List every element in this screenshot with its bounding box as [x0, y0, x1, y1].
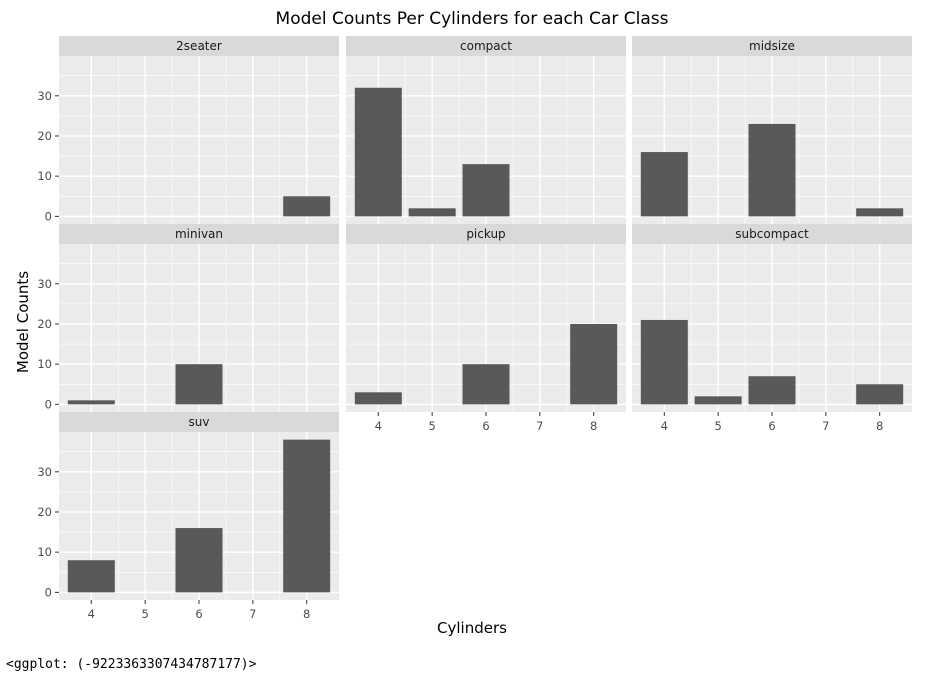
x-tick-label: 4 — [88, 607, 95, 621]
bar-midsize-6 — [748, 123, 796, 217]
bar-subcompact-6 — [748, 376, 796, 405]
y-tick-label: 10 — [37, 169, 52, 183]
y-tick-label: 20 — [37, 129, 52, 143]
bar-minivan-4 — [67, 400, 115, 405]
facet-panel-midsize: midsize — [632, 36, 912, 224]
facet-strip — [346, 224, 626, 244]
x-axis-title: Cylinders — [437, 619, 507, 637]
facet-strip — [59, 412, 339, 432]
x-tick-label: 6 — [482, 419, 489, 433]
bar-compact-4 — [354, 87, 402, 217]
y-tick-label: 0 — [45, 209, 52, 223]
x-tick-label: 6 — [195, 607, 202, 621]
bar-suv-8 — [283, 439, 331, 593]
facet-strip-label: compact — [460, 39, 512, 53]
y-tick-label: 30 — [37, 277, 52, 291]
x-tick-label: 5 — [714, 419, 721, 433]
facet-panels: 2seater 0 10 20 30 compact midsize minivan 0 10 20… — [37, 36, 912, 621]
facet-panel-compact: compact — [346, 36, 626, 224]
bar-pickup-6 — [462, 364, 510, 405]
y-tick-label: 20 — [37, 317, 52, 331]
x-tick-label: 7 — [249, 607, 256, 621]
y-tick-label: 10 — [37, 357, 52, 371]
facet-strip-label: minivan — [175, 227, 223, 241]
y-tick-label: 10 — [37, 545, 52, 559]
facet-panel-suv: suv 0 10 20 30 4 5 6 7 8 — [37, 412, 339, 621]
facet-panel-2seater: 2seater 0 10 20 30 — [37, 36, 339, 224]
y-tick-label: 0 — [45, 585, 52, 599]
bar-midsize-4 — [640, 152, 688, 217]
bar-minivan-6 — [175, 364, 223, 405]
bar-midsize-8 — [856, 208, 904, 217]
x-tick-label: 6 — [768, 419, 775, 433]
bar-subcompact-5 — [694, 396, 742, 405]
facet-panel-subcompact: subcompact 4 5 6 7 8 — [632, 224, 912, 433]
facet-strip-label: suv — [189, 415, 210, 429]
ggplot-repr-text: <ggplot: (-9223363307434787177)> — [6, 657, 257, 672]
bar-pickup-8 — [570, 323, 618, 405]
facet-strip — [59, 36, 339, 56]
bar-compact-6 — [462, 164, 510, 217]
chart-title: Model Counts Per Cylinders for each Car … — [276, 9, 669, 29]
x-tick-label: 5 — [428, 419, 435, 433]
x-tick-label: 4 — [661, 419, 668, 433]
x-tick-label: 5 — [141, 607, 148, 621]
facet-strip-label: 2seater — [176, 39, 222, 53]
facet-strip-label: midsize — [749, 39, 795, 53]
bar-suv-6 — [175, 528, 223, 593]
x-tick-label: 8 — [876, 419, 883, 433]
y-axis-title: Model Counts — [14, 271, 32, 373]
x-tick-label: 7 — [536, 419, 543, 433]
bar-subcompact-8 — [856, 384, 904, 405]
bar-suv-4 — [67, 560, 115, 593]
x-tick-label: 4 — [375, 419, 382, 433]
facet-strip — [59, 224, 339, 244]
x-tick-label: 7 — [822, 419, 829, 433]
y-tick-label: 20 — [37, 505, 52, 519]
bar-subcompact-4 — [640, 319, 688, 405]
y-tick-label: 30 — [37, 89, 52, 103]
facet-panel-minivan: minivan 0 10 20 30 — [37, 224, 339, 412]
facet-strip — [346, 36, 626, 56]
facet-strip-label: pickup — [466, 227, 505, 241]
bar-2seater-8 — [283, 196, 331, 217]
bar-pickup-4 — [354, 392, 402, 405]
y-tick-label: 30 — [37, 465, 52, 479]
facet-strip — [632, 224, 912, 244]
y-tick-label: 0 — [45, 397, 52, 411]
facet-panel-pickup: pickup 4 5 6 7 8 — [346, 224, 626, 433]
x-tick-label: 8 — [590, 419, 597, 433]
x-tick-label: 8 — [303, 607, 310, 621]
facet-strip-label: subcompact — [735, 227, 809, 241]
facet-strip — [632, 36, 912, 56]
bar-compact-5 — [408, 208, 456, 217]
